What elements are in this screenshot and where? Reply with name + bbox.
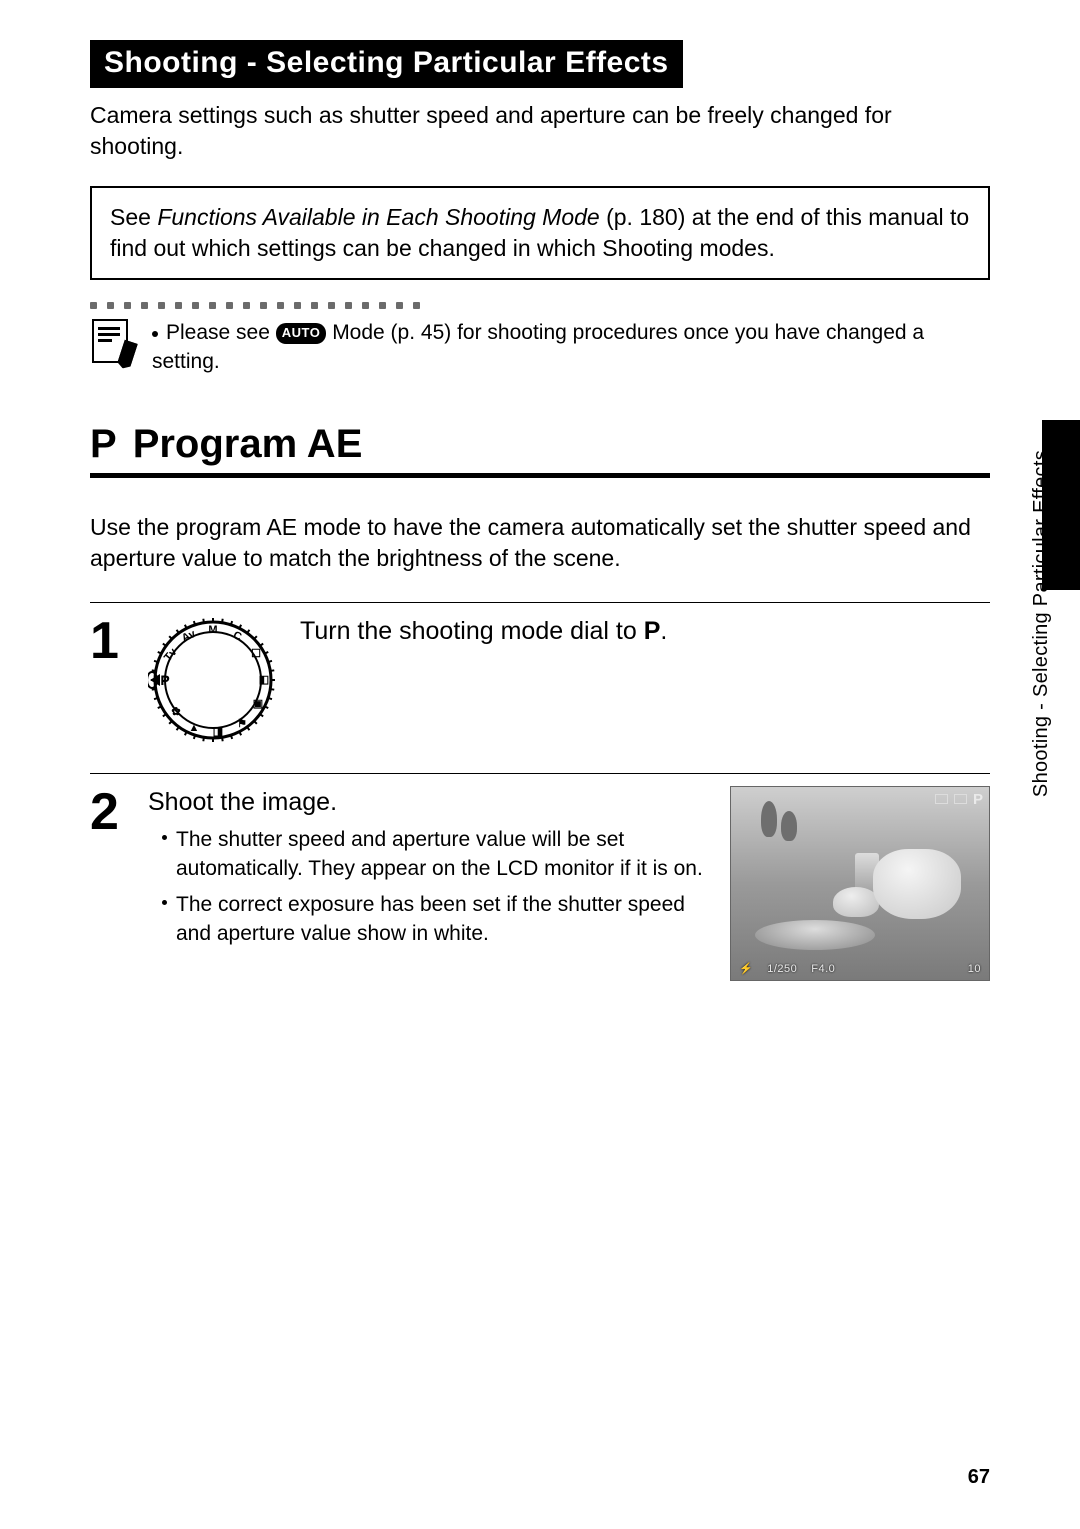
svg-text:◧: ◧ bbox=[259, 674, 269, 686]
intro-text: Camera settings such as shutter speed an… bbox=[90, 100, 990, 162]
section-title: Program AE bbox=[133, 422, 363, 467]
step-2-number: 2 bbox=[90, 786, 130, 981]
divider-dot bbox=[243, 302, 250, 309]
step-1-block: 1 M C Av Tv P ☐ ◧ ▣ ⚑ ◨ ▲ ✿ bbox=[90, 602, 990, 745]
lcd-size-icon bbox=[935, 794, 948, 804]
divider-dot bbox=[90, 302, 97, 309]
side-section-label: Shooting - Selecting Particular Effects bbox=[1030, 450, 1053, 797]
divider-dot bbox=[209, 302, 216, 309]
divider-dot bbox=[107, 302, 114, 309]
lcd-shutter-speed: 1/250 bbox=[767, 963, 797, 975]
section-heading: P Program AE bbox=[90, 422, 990, 478]
divider-dot bbox=[379, 302, 386, 309]
lcd-overlay-top: P bbox=[935, 791, 983, 808]
step-1-heading-bold: P bbox=[644, 617, 661, 645]
lcd-shots-remaining: 10 bbox=[968, 963, 981, 975]
divider-dot bbox=[124, 302, 131, 309]
divider-dot bbox=[175, 302, 182, 309]
divider-dot bbox=[413, 302, 420, 309]
dotted-divider bbox=[90, 302, 990, 309]
tip-prefix: Please see bbox=[166, 321, 276, 344]
step-1-number: 1 bbox=[90, 615, 130, 745]
tip-row: Please see AUTO Mode (p. 45) for shootin… bbox=[90, 319, 990, 376]
chapter-title: Shooting - Selecting Particular Effects bbox=[90, 40, 683, 88]
divider-dot bbox=[345, 302, 352, 309]
page-number: 67 bbox=[968, 1466, 990, 1489]
divider-dot bbox=[294, 302, 301, 309]
svg-text:▲: ▲ bbox=[189, 722, 200, 734]
divider-dot bbox=[192, 302, 199, 309]
divider-dot bbox=[141, 302, 148, 309]
step-2-bullets: The shutter speed and aperture value wil… bbox=[148, 826, 704, 947]
auto-mode-pill: AUTO bbox=[276, 323, 327, 344]
divider-dot bbox=[362, 302, 369, 309]
divider-dot bbox=[277, 302, 284, 309]
step-1-heading-prefix: Turn the shooting mode dial to bbox=[300, 617, 644, 645]
tip-text: Please see AUTO Mode (p. 45) for shootin… bbox=[152, 319, 990, 376]
divider-dot bbox=[396, 302, 403, 309]
lcd-sample-photo: P ⚡ 1/250 F4.0 10 bbox=[730, 786, 990, 981]
divider-dot bbox=[311, 302, 318, 309]
svg-text:✿: ✿ bbox=[171, 706, 180, 718]
divider-dot bbox=[158, 302, 165, 309]
note-prefix: See bbox=[110, 204, 157, 230]
divider-dot bbox=[260, 302, 267, 309]
lcd-overlay-bottom: ⚡ 1/250 F4.0 10 bbox=[731, 958, 989, 980]
manual-page: Shooting - Selecting Particular Effects … bbox=[0, 0, 1080, 1529]
lcd-mode-p: P bbox=[973, 791, 983, 808]
section-prefix-letter: P bbox=[90, 422, 117, 467]
svg-text:▣: ▣ bbox=[253, 698, 263, 710]
svg-text:P: P bbox=[160, 672, 169, 688]
svg-text:M: M bbox=[208, 624, 217, 636]
divider-dot bbox=[226, 302, 233, 309]
step-1-heading-suffix: . bbox=[660, 617, 667, 645]
step-2-bullet-1: The shutter speed and aperture value wil… bbox=[162, 826, 704, 883]
note-italic: Functions Available in Each Shooting Mod… bbox=[157, 204, 599, 230]
step-2-block: 2 Shoot the image. The shutter speed and… bbox=[90, 773, 990, 981]
note-icon bbox=[90, 319, 134, 369]
step-2-bullet-2: The correct exposure has been set if the… bbox=[162, 891, 704, 948]
mode-dial-icon: M C Av Tv P ☐ ◧ ▣ ⚑ ◨ ▲ ✿ P bbox=[148, 615, 278, 745]
step-1-heading: Turn the shooting mode dial to P. bbox=[300, 615, 667, 648]
svg-text:◨: ◨ bbox=[213, 726, 223, 738]
section-intro: Use the program AE mode to have the came… bbox=[90, 512, 990, 574]
lcd-flash-icon: ⚡ bbox=[739, 962, 753, 975]
svg-text:☐: ☐ bbox=[251, 648, 261, 660]
divider-dot bbox=[328, 302, 335, 309]
lcd-quality-icon bbox=[954, 794, 967, 804]
step-2-heading: Shoot the image. bbox=[148, 786, 704, 819]
note-box: See Functions Available in Each Shooting… bbox=[90, 186, 990, 280]
svg-text:⚑: ⚑ bbox=[237, 718, 247, 730]
lcd-aperture: F4.0 bbox=[811, 963, 835, 975]
